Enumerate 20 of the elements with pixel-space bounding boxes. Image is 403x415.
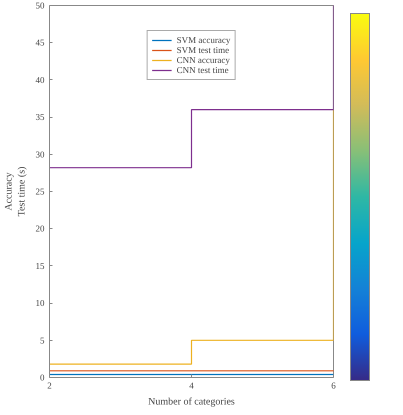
y-tick-label: 35 xyxy=(36,112,45,122)
x-tick-label: 4 xyxy=(189,380,194,390)
x-tick-label: 2 xyxy=(47,380,52,390)
y-tick-label: 30 xyxy=(36,149,45,160)
legend-label: SVM accuracy xyxy=(176,35,230,45)
y-axis-title: Accuracy Test time (s) xyxy=(3,166,28,216)
legend-label: SVM test time xyxy=(176,45,230,55)
y-tick-label: 40 xyxy=(36,74,45,85)
x-tick-label: 6 xyxy=(331,380,336,390)
legend-label: CNN accuracy xyxy=(176,55,230,65)
y-tick-label: 0 xyxy=(40,372,45,382)
legend-label: CNN test time xyxy=(176,65,229,75)
y-tick-label: 15 xyxy=(36,260,45,271)
y-tick-label: 45 xyxy=(36,38,45,48)
y-tick-label: 5 xyxy=(40,335,45,346)
y-tick-label: 10 xyxy=(36,298,45,308)
y-tick-label: 50 xyxy=(36,0,45,10)
x-axis-title: Number of categories xyxy=(148,396,235,408)
y-tick-label: 20 xyxy=(36,224,45,234)
y-tick-label: 25 xyxy=(36,186,45,196)
